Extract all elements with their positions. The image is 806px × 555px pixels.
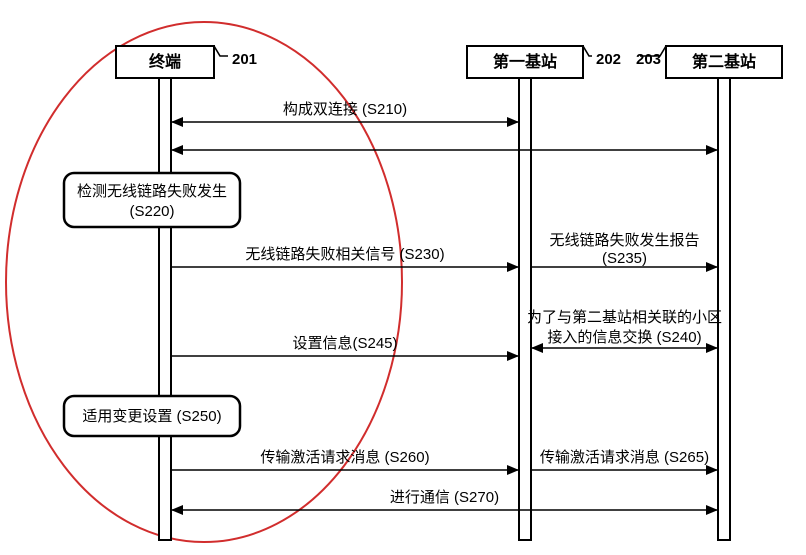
message-label-s210: 构成双连接 (S210) bbox=[283, 101, 407, 118]
callout-terminal: 201 bbox=[232, 51, 257, 68]
message-arrow-s210b bbox=[171, 145, 183, 155]
message-arrow-s210b bbox=[706, 145, 718, 155]
message-label2-s240: 接入的信息交换 (S240) bbox=[547, 328, 701, 346]
lifeline-label-bs2: 第二基站 bbox=[692, 52, 756, 71]
message-arrow-s245 bbox=[507, 351, 519, 361]
message-arrow-s230 bbox=[507, 262, 519, 272]
lifeline-label-bs1: 第一基站 bbox=[493, 52, 557, 71]
callout-leader-bs1 bbox=[583, 46, 592, 56]
message-label-s260: 传输激活请求消息 (S260) bbox=[260, 449, 429, 466]
message-arrow-s240 bbox=[531, 343, 543, 353]
message-label2-s235: (S235) bbox=[602, 250, 647, 267]
step-box-label2-s220: (S220) bbox=[129, 203, 174, 220]
message-arrow-s265 bbox=[706, 465, 718, 475]
step-box-label-s220: 检测无线链路失败发生 bbox=[77, 183, 227, 200]
callout-bs2: 203 bbox=[636, 51, 661, 68]
message-label-s235: 无线链路失败发生报告 bbox=[549, 232, 699, 249]
message-label-s230: 无线链路失败相关信号 (S230) bbox=[245, 246, 444, 263]
callout-leader-terminal bbox=[214, 46, 228, 56]
activation-terminal bbox=[159, 78, 171, 540]
message-arrow-s235 bbox=[706, 262, 718, 272]
lifeline-label-terminal: 终端 bbox=[149, 52, 181, 71]
message-arrow-s260 bbox=[507, 465, 519, 475]
step-box-label-s250: 适用变更设置 (S250) bbox=[82, 408, 221, 425]
message-arrow-s210 bbox=[507, 117, 519, 127]
message-arrow-s270 bbox=[706, 505, 718, 515]
message-arrow-s240 bbox=[706, 343, 718, 353]
message-arrow-s270 bbox=[171, 505, 183, 515]
message-label-s265: 传输激活请求消息 (S265) bbox=[540, 449, 709, 466]
message-label-s240: 为了与第二基站相关联的小区 bbox=[527, 308, 722, 326]
message-arrow-s210 bbox=[171, 117, 183, 127]
message-label-s270: 进行通信 (S270) bbox=[390, 489, 499, 506]
callout-bs1: 202 bbox=[596, 51, 621, 68]
message-label-s245: 设置信息(S245) bbox=[292, 335, 397, 352]
